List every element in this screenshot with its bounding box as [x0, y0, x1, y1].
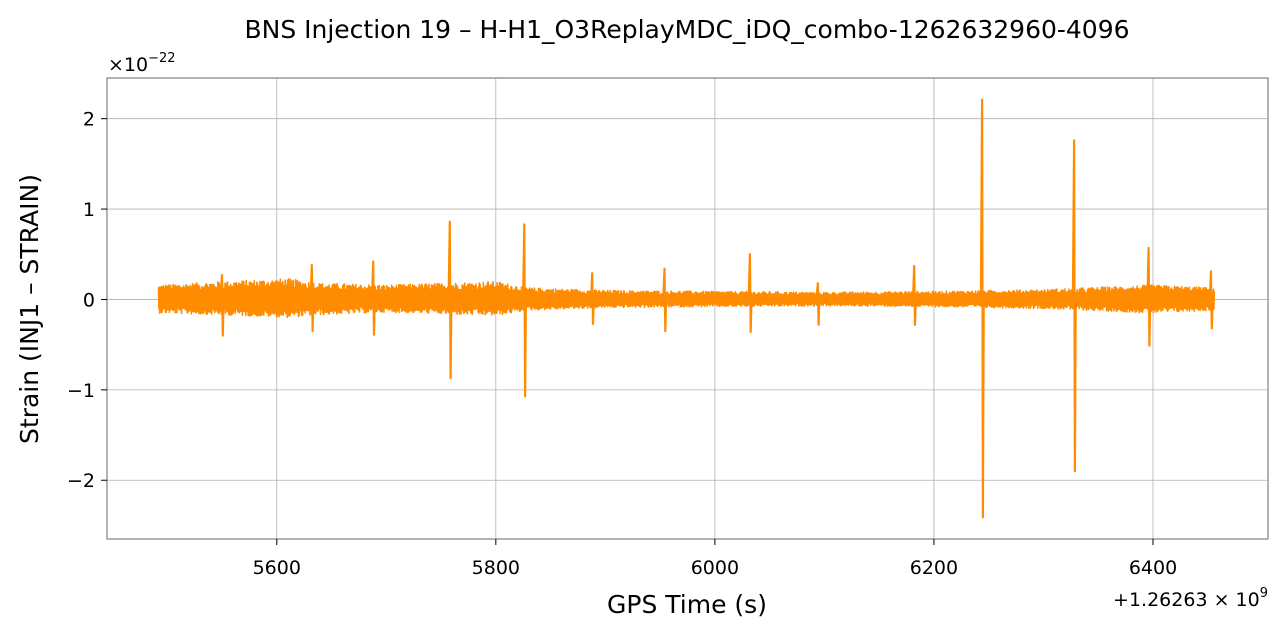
y-axis-label: Strain (INJ1 – STRAIN) — [15, 174, 44, 444]
y-tick-label: −2 — [67, 470, 95, 492]
x-tick-label: 6400 — [1129, 557, 1177, 579]
x-axis-label: GPS Time (s) — [607, 590, 767, 619]
glitch-spike — [370, 260, 376, 336]
glitch-spike — [979, 98, 985, 519]
glitch-spike — [747, 253, 753, 334]
glitch-spike — [911, 264, 917, 326]
glitch-spike — [309, 264, 315, 333]
y-multiplier-exponent: −22 — [148, 51, 175, 66]
series-layer — [157, 98, 1216, 519]
glitch-spike — [522, 223, 527, 398]
y-multiplier: ×10−22 — [108, 51, 176, 76]
x-offset-base: +1.26263 × 10 — [1113, 589, 1260, 611]
glitch-spike — [662, 267, 668, 333]
chart-title: BNS Injection 19 – H-H1_O3ReplayMDC_iDQ_… — [244, 15, 1129, 44]
x-offset-exponent: 9 — [1260, 586, 1268, 601]
glitch-spike — [1208, 270, 1214, 330]
x-tick-label: 5600 — [253, 557, 301, 579]
plot-frame — [106, 77, 1269, 540]
glitch-spike — [589, 272, 595, 325]
glitch-spike — [219, 274, 225, 337]
strain-series-line — [157, 278, 1216, 319]
glitch-spike — [447, 220, 453, 380]
y-tick-label: −1 — [67, 380, 95, 402]
y-tick-label: 2 — [83, 109, 95, 131]
glitch-spike — [1071, 139, 1077, 473]
glitch-spike — [815, 282, 821, 326]
x-offset: +1.26263 × 109 — [1113, 586, 1268, 611]
y-tick-label: 0 — [83, 289, 95, 311]
glitch-spike — [1146, 246, 1152, 347]
x-tick-label: 5800 — [472, 557, 520, 579]
y-tick-label: 1 — [83, 199, 95, 221]
y-multiplier-base: ×10 — [108, 54, 148, 76]
x-tick-label: 6000 — [691, 557, 739, 579]
ticks: 5600 5800 6000 6200 6400 −2 −1 0 1 2 — [67, 109, 1177, 579]
x-tick-label: 6200 — [910, 557, 958, 579]
